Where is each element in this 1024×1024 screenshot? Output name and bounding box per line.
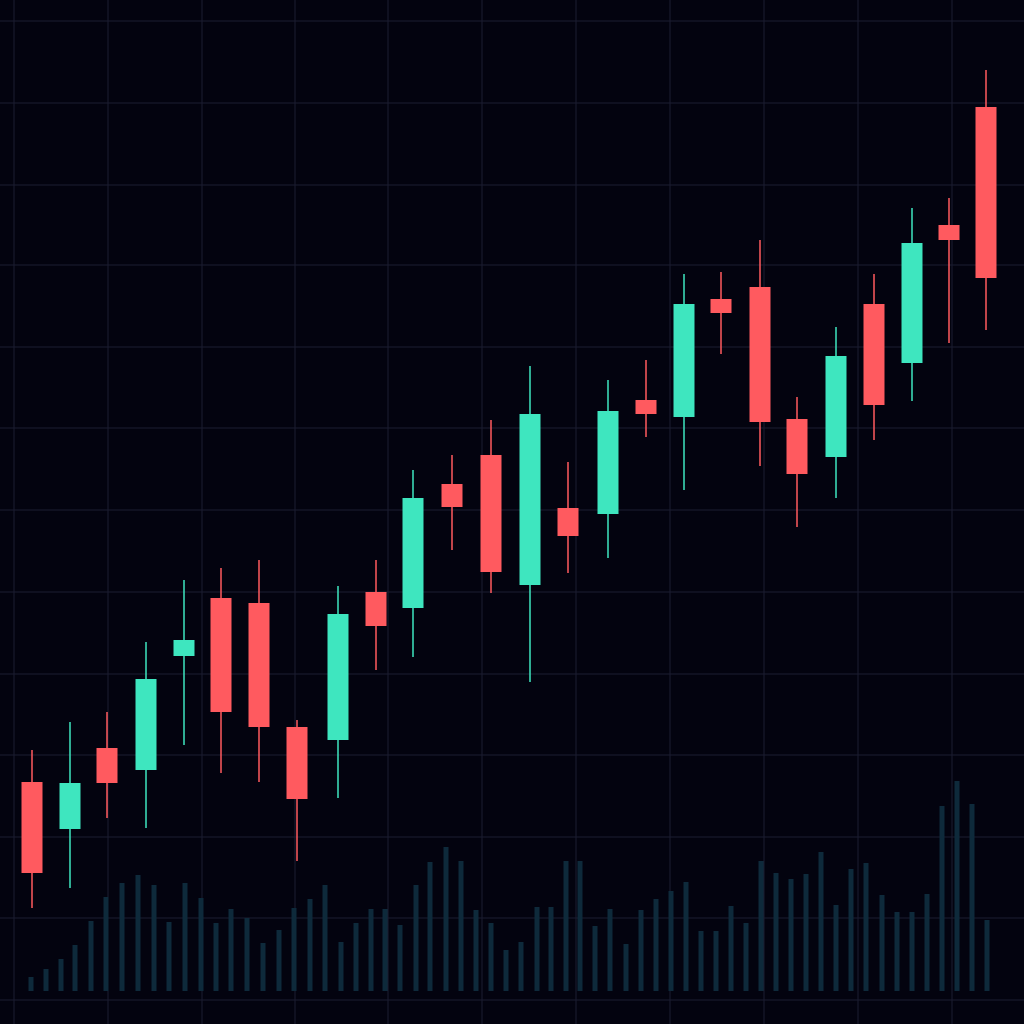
volume-bar	[833, 905, 839, 991]
volume-bar	[984, 920, 990, 991]
candle-body	[597, 411, 619, 514]
volume-bar	[653, 899, 659, 991]
volume-bar	[758, 861, 764, 991]
volume-bar	[969, 804, 975, 991]
volume-bar	[260, 943, 266, 991]
volume-bar	[443, 847, 449, 991]
candle-body	[96, 748, 118, 783]
candle-body	[825, 356, 847, 457]
volume-bar	[43, 969, 49, 991]
volume-bar	[72, 945, 78, 991]
volume-bar	[623, 944, 629, 991]
candle-body	[135, 679, 157, 770]
volume-bar	[166, 922, 172, 991]
volume-bar	[413, 885, 419, 991]
candle-body	[786, 419, 808, 474]
volume-bar	[182, 883, 188, 991]
volume-bar	[307, 899, 313, 991]
volume-bar	[353, 923, 359, 991]
candle-body	[519, 414, 541, 585]
volume-bar	[322, 885, 328, 991]
volume-bar	[276, 930, 282, 991]
volume-bar	[119, 883, 125, 991]
candle-body	[248, 603, 270, 727]
volume-bar	[534, 907, 540, 991]
candle-body	[975, 107, 997, 278]
candle-body	[441, 484, 463, 507]
candle-body	[901, 243, 923, 363]
volume-bar	[728, 906, 734, 991]
candle-body	[710, 299, 732, 313]
volume-bar	[848, 869, 854, 991]
volume-bar	[28, 977, 34, 991]
candle-body	[21, 782, 43, 873]
volume-bar	[397, 925, 403, 991]
volume-bar	[577, 861, 583, 991]
volume-bar	[458, 861, 464, 991]
volume-bar	[382, 909, 388, 991]
volume-bar	[151, 885, 157, 991]
candle-body	[863, 304, 885, 405]
volume-bar	[713, 931, 719, 991]
volume-bar	[488, 923, 494, 991]
candle-body	[557, 508, 579, 536]
volume-bar	[607, 909, 613, 991]
volume-bar	[939, 806, 945, 991]
candle-body	[402, 498, 424, 608]
candle-body	[365, 592, 387, 626]
candle-body	[210, 598, 232, 712]
candle-body	[938, 225, 960, 240]
volume-bar	[803, 874, 809, 991]
volume-bar	[135, 875, 141, 991]
volume-bar	[473, 910, 479, 991]
volume-bar	[213, 923, 219, 991]
volume-bar	[863, 863, 869, 991]
volume-bar	[592, 926, 598, 991]
volume-bar	[198, 898, 204, 991]
volume-bar	[548, 907, 554, 991]
volume-bar	[103, 897, 109, 991]
volume-bar	[368, 909, 374, 991]
volume-bar	[773, 873, 779, 991]
candle-body	[749, 287, 771, 422]
volume-bar	[291, 908, 297, 991]
volume-bar	[668, 891, 674, 991]
volume-bar	[894, 912, 900, 991]
candle-body	[635, 400, 657, 414]
volume-bar	[909, 912, 915, 991]
volume-bar	[563, 861, 569, 991]
candle-body	[480, 455, 502, 572]
volume-bar	[954, 781, 960, 991]
volume-bar	[879, 895, 885, 991]
volume-bar	[58, 959, 64, 991]
volume-bar	[683, 882, 689, 991]
volume-bar	[338, 942, 344, 991]
volume-bar	[788, 879, 794, 991]
volume-bar	[924, 894, 930, 991]
volume-bar	[638, 910, 644, 991]
candle-body	[173, 640, 195, 656]
volume-bar	[518, 942, 524, 991]
volume-bar	[427, 862, 433, 991]
volume-bar	[244, 918, 250, 991]
volume-bar	[503, 950, 509, 991]
candle-body	[59, 783, 81, 829]
candle-body	[673, 304, 695, 417]
volume-bar	[818, 852, 824, 991]
volume-bar	[88, 921, 94, 991]
candle-body	[286, 727, 308, 799]
volume-bar	[743, 923, 749, 991]
candle-body	[327, 614, 349, 740]
volume-bar	[228, 909, 234, 991]
volume-bar	[698, 931, 704, 991]
